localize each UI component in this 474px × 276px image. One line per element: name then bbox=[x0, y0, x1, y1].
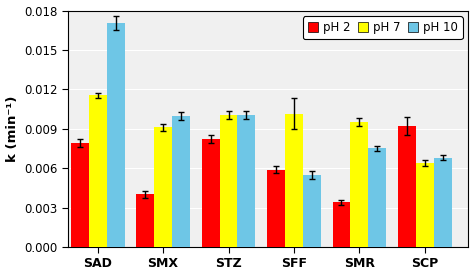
Bar bbox=[285, 114, 303, 247]
Bar bbox=[398, 126, 416, 247]
Bar bbox=[434, 158, 452, 247]
Bar bbox=[303, 176, 321, 247]
Bar bbox=[107, 23, 125, 247]
Bar bbox=[201, 139, 219, 247]
Bar bbox=[154, 128, 172, 247]
Bar bbox=[89, 95, 107, 247]
Bar bbox=[416, 163, 434, 247]
Bar bbox=[71, 143, 89, 247]
Legend: pH 2, pH 7, pH 10: pH 2, pH 7, pH 10 bbox=[303, 17, 463, 39]
Bar bbox=[219, 115, 237, 247]
Bar bbox=[368, 148, 386, 247]
Bar bbox=[332, 202, 350, 247]
Bar bbox=[136, 195, 154, 247]
Bar bbox=[267, 169, 285, 247]
Bar bbox=[350, 122, 368, 247]
Bar bbox=[172, 116, 190, 247]
Y-axis label: k (min⁻¹): k (min⁻¹) bbox=[6, 95, 18, 162]
Bar bbox=[237, 115, 255, 247]
